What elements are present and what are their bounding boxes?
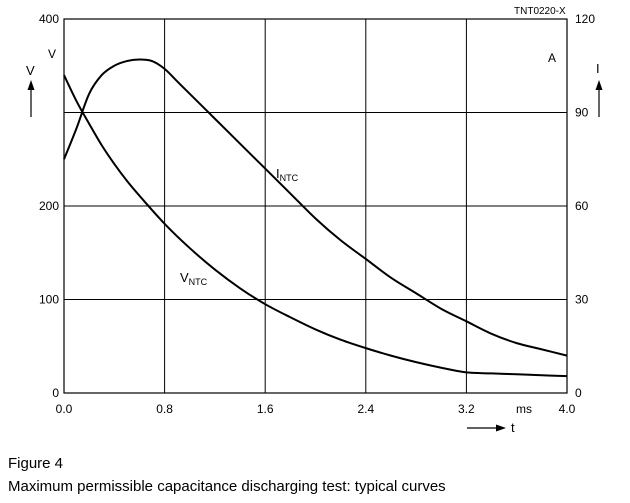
x-tick-label: 2.4	[357, 402, 374, 416]
right-y-tick-label: 30	[575, 293, 589, 307]
x-axis-unit: ms	[516, 402, 532, 416]
x-tick-label: 0.8	[156, 402, 173, 416]
x-axis-ticks: 0.0 0.8 1.6 2.4 3.2 4.0	[56, 402, 576, 416]
right-y-axis-ticks: 0 30 60 90 120	[575, 12, 595, 400]
right-axis-arrow-icon	[595, 80, 603, 117]
left-y-tick-label: 0	[52, 386, 59, 400]
x-tick-label: 4.0	[559, 402, 576, 416]
left-axis-unit: V	[48, 47, 56, 61]
x-tick-label: 3.2	[458, 402, 475, 416]
series-lines	[63, 58, 568, 378]
series-label-intc: INTC	[276, 166, 299, 183]
right-y-tick-label: 120	[575, 12, 595, 26]
x-tick-label: 0.0	[56, 402, 73, 416]
series-label-vntc: VNTC	[180, 270, 208, 287]
chart-grid	[63, 18, 568, 394]
figure-label: Figure 4	[8, 455, 64, 472]
left-y-tick-label: 200	[39, 199, 59, 213]
left-axis-label: V	[26, 63, 35, 78]
reference-code: TNT0220-X	[514, 6, 566, 17]
x-axis-arrow-icon	[467, 424, 506, 432]
right-axis-unit: A	[548, 51, 556, 65]
plot-frame	[63, 18, 568, 394]
figure-caption: Maximum permissible capacitance discharg…	[8, 478, 446, 495]
x-axis-label: t	[511, 420, 515, 435]
left-y-tick-label: 100	[39, 293, 59, 307]
series-line-vntc	[63, 74, 568, 378]
x-tick-label: 1.6	[257, 402, 274, 416]
right-y-tick-label: 90	[575, 106, 589, 120]
left-y-tick-label: 400	[39, 12, 59, 26]
series-line-intc	[63, 58, 568, 357]
left-y-axis-ticks: 0 100 200 400	[39, 12, 59, 400]
right-axis-label: I	[596, 61, 600, 76]
left-axis-arrow-icon	[27, 80, 35, 117]
plot-border	[63, 18, 568, 394]
right-y-tick-label: 60	[575, 199, 589, 213]
right-y-tick-label: 0	[575, 386, 582, 400]
chart: 0.0 0.8 1.6 2.4 3.2 4.0 0 100 200 400 0 30 60 90 120…	[26, 6, 603, 435]
